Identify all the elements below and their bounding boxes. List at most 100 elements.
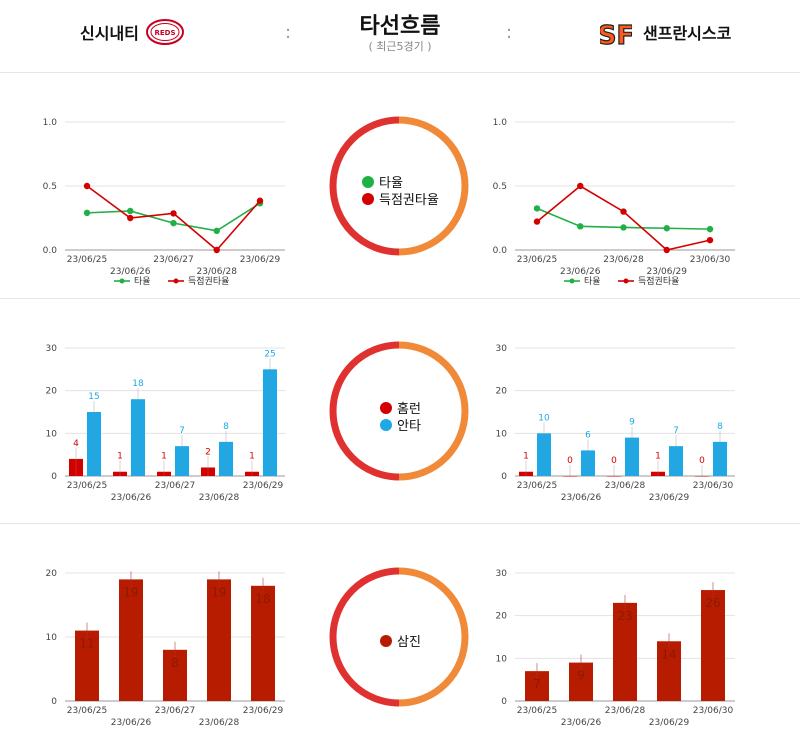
x-tick-label: 23/06/26 xyxy=(111,718,152,728)
legend-item-risp: 득점권타율 xyxy=(362,190,439,208)
x-tick-label: 23/06/28 xyxy=(605,481,646,491)
y-tick-label: 0 xyxy=(51,697,57,707)
giants-logo: SF xyxy=(600,20,632,51)
header-separator-right: : xyxy=(506,22,513,43)
data-point xyxy=(170,210,177,217)
data-point xyxy=(620,208,627,215)
away-avg-line-chart: 0.0 0.5 1.0 23/06/2523/06/2623/06/2823/06/2… xyxy=(493,118,735,287)
legend-label-avg: 타율 xyxy=(134,276,151,287)
x-tick-label: 23/06/29 xyxy=(647,267,688,277)
bar xyxy=(607,476,621,477)
bar xyxy=(75,630,99,701)
bar-value-label: 1 xyxy=(117,452,123,462)
x-tick-label: 23/06/29 xyxy=(240,255,281,265)
bar-value-label: 11 xyxy=(79,637,94,651)
x-tick-label: 23/06/29 xyxy=(649,718,690,728)
bar-value-label: 8 xyxy=(717,422,723,432)
bar-value-label: 9 xyxy=(629,418,635,428)
data-point xyxy=(256,197,264,204)
data-point xyxy=(663,246,670,254)
bar-value-label: 7 xyxy=(179,426,185,436)
bar-value-label: 0 xyxy=(699,456,705,466)
data-point xyxy=(170,219,177,227)
y-tick-label: 30 xyxy=(46,344,58,354)
series-line xyxy=(86,185,261,252)
away-team-name: 샌프란시스코 xyxy=(643,24,732,43)
bar xyxy=(163,649,187,701)
x-tick-label: 23/06/26 xyxy=(560,267,601,277)
line-legend-ring xyxy=(329,116,469,256)
series-line xyxy=(536,185,711,251)
y-tick-label: 0 xyxy=(51,472,57,482)
y-tick-label: 0 xyxy=(501,697,507,707)
legend-swatch-risp-dot xyxy=(173,278,179,284)
bar-value-label: 14 xyxy=(661,647,676,661)
header-separator-left: : xyxy=(285,22,292,43)
bar-value-label: 4 xyxy=(73,439,79,449)
series-line xyxy=(86,202,261,232)
x-tick-label: 23/06/26 xyxy=(111,493,152,503)
y-tick-label: 10 xyxy=(496,654,508,664)
page-subtitle: ( 최근5경기 ) xyxy=(368,40,432,53)
x-tick-label: 23/06/25 xyxy=(517,481,557,491)
bar xyxy=(207,579,231,701)
bar-value-label: 0 xyxy=(611,456,617,466)
section-divider xyxy=(0,523,800,524)
bar xyxy=(563,476,577,477)
x-tick-label: 23/06/29 xyxy=(243,481,284,491)
bar-value-label: 8 xyxy=(223,422,229,432)
y-tick-label: 10 xyxy=(46,429,58,439)
legend-item-so: 삼진 xyxy=(380,632,421,650)
legend-label-avg: 타율 xyxy=(584,276,601,287)
away-hits-bar-chart: 010203023/06/2523/06/2623/06/2823/06/292… xyxy=(496,344,735,503)
y-tick-label: 10 xyxy=(46,633,58,643)
bar xyxy=(695,476,709,477)
bar-value-label: 9 xyxy=(577,669,585,683)
bar-value-label: 18 xyxy=(255,592,270,606)
data-point xyxy=(127,207,134,215)
bar-value-label: 25 xyxy=(264,349,275,359)
legend-item-hr: 홈런 xyxy=(380,399,421,417)
y-tick-label: 20 xyxy=(496,612,508,622)
data-point xyxy=(620,224,627,231)
x-tick-label: 23/06/25 xyxy=(67,255,107,265)
x-tick-label: 23/06/28 xyxy=(199,493,240,503)
bar-value-label: 23 xyxy=(617,609,632,623)
reds-logo-text: REDS xyxy=(154,29,175,37)
bar-value-label: 8 xyxy=(171,656,179,670)
x-tick-label: 23/06/27 xyxy=(155,706,195,716)
away-strikeout-bar-chart: 010203023/06/2523/06/2623/06/2823/06/292… xyxy=(496,569,735,728)
data-point xyxy=(83,209,91,217)
bar-value-label: 0 xyxy=(567,456,573,466)
home-team-name: 신시내티 xyxy=(80,24,139,43)
bar xyxy=(119,579,143,701)
x-tick-label: 23/06/26 xyxy=(561,718,602,728)
avg-dot xyxy=(362,175,374,188)
bar-value-label: 2 xyxy=(205,447,211,457)
bar-value-label: 1 xyxy=(249,452,255,462)
y-tick-label: 1.0 xyxy=(493,118,508,128)
data-point xyxy=(533,205,541,212)
bar-value-label: 19 xyxy=(123,585,138,599)
y-tick-label: 0.5 xyxy=(43,182,57,192)
data-point xyxy=(127,214,134,222)
y-tick-label: 30 xyxy=(496,569,508,579)
y-tick-label: 0.0 xyxy=(493,246,508,256)
bar-value-label: 26 xyxy=(705,596,720,610)
legend-swatch-avg-dot xyxy=(569,278,575,284)
line-ring-legend: 타율 득점권타율 xyxy=(362,173,439,208)
data-point xyxy=(533,218,541,225)
y-tick-label: 20 xyxy=(496,387,508,397)
bar-value-label: 7 xyxy=(673,426,679,436)
x-tick-label: 23/06/25 xyxy=(517,706,557,716)
bar xyxy=(701,590,725,701)
x-tick-label: 23/06/29 xyxy=(649,493,690,503)
header: 신시내티 REDS : 타선흐름 ( 최근5경기 ) : SF 샌프란시스코 xyxy=(0,0,800,73)
y-tick-label: 0 xyxy=(501,472,507,482)
data-point xyxy=(83,182,91,190)
bar-value-label: 18 xyxy=(132,379,144,389)
x-tick-label: 23/06/29 xyxy=(243,706,284,716)
x-tick-label: 23/06/28 xyxy=(199,718,240,728)
so-ring-legend: 삼진 xyxy=(380,632,421,650)
